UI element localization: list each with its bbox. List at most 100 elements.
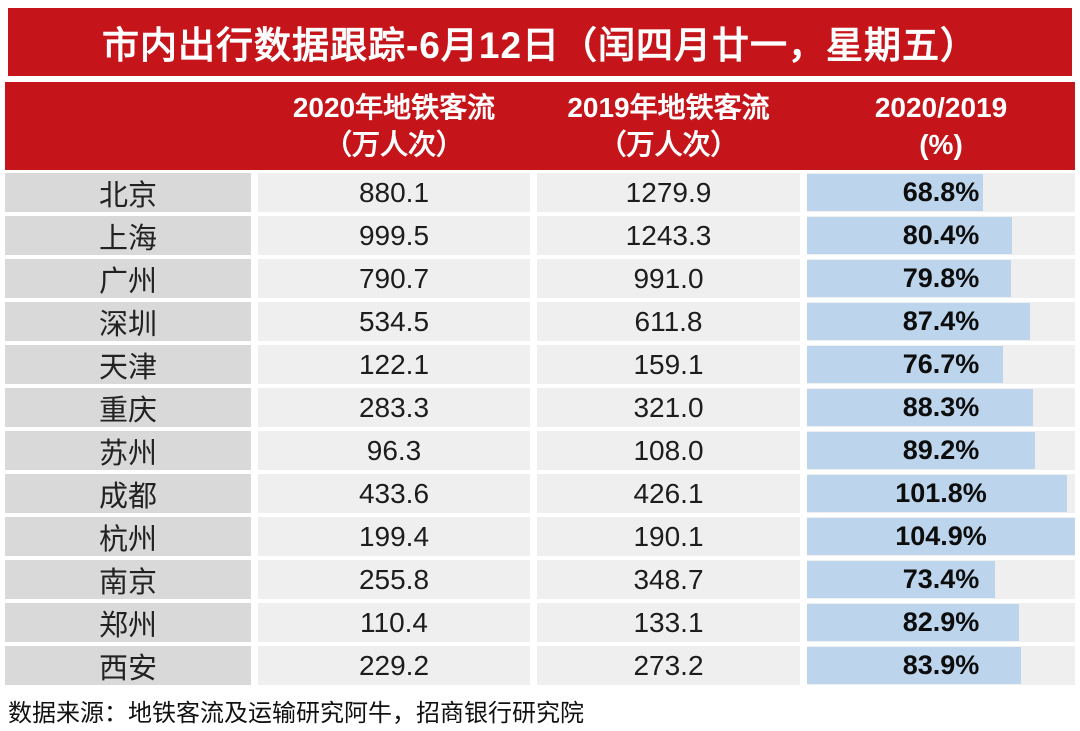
city-cell: 深圳 bbox=[5, 302, 251, 341]
city-cell: 天津 bbox=[5, 345, 251, 384]
flow-2020-cell: 229.2 bbox=[258, 646, 530, 685]
table-row: 杭州 199.4 190.1 104.9% bbox=[5, 517, 1075, 556]
ratio-value: 83.9% bbox=[902, 650, 980, 680]
header-flow-2020-line1: 2020年地铁客流 bbox=[292, 92, 496, 123]
flow-2019-cell: 273.2 bbox=[537, 646, 800, 685]
header-flow-2020-line2: （万人次） bbox=[323, 129, 464, 160]
header-ratio-line1: 2020/2019 bbox=[874, 92, 1008, 123]
flow-2019-cell: 991.0 bbox=[537, 259, 800, 298]
flow-2020-cell: 96.3 bbox=[258, 431, 530, 470]
flow-2019-cell: 348.7 bbox=[537, 560, 800, 599]
city-cell: 上海 bbox=[5, 216, 251, 255]
header-ratio: 2020/2019 (%) bbox=[807, 82, 1075, 170]
ratio-data-bar bbox=[807, 647, 1022, 684]
header-flow-2020: 2020年地铁客流 （万人次） bbox=[258, 82, 530, 170]
flow-2019-cell: 190.1 bbox=[537, 517, 800, 556]
ratio-value: 68.8% bbox=[902, 177, 980, 207]
flow-2020-cell: 255.8 bbox=[258, 560, 530, 599]
ratio-cell: 89.2% bbox=[807, 431, 1075, 470]
ratio-cell: 73.4% bbox=[807, 560, 1075, 599]
ratio-cell: 80.4% bbox=[807, 216, 1075, 255]
table-body: 北京 880.1 1279.9 68.8% 上海 999.5 1243.3 80.4% 广州 79… bbox=[5, 173, 1075, 685]
flow-2020-cell: 122.1 bbox=[258, 345, 530, 384]
ratio-data-bar bbox=[807, 346, 1003, 383]
ratio-value: 73.4% bbox=[902, 564, 980, 594]
city-cell: 南京 bbox=[5, 560, 251, 599]
table-row: 天津 122.1 159.1 76.7% bbox=[5, 345, 1075, 384]
ratio-cell: 76.7% bbox=[807, 345, 1075, 384]
flow-2019-cell: 159.1 bbox=[537, 345, 800, 384]
ratio-value: 101.8% bbox=[895, 478, 987, 508]
ratio-value: 87.4% bbox=[902, 306, 980, 336]
header-city bbox=[5, 82, 251, 170]
table-row: 郑州 110.4 133.1 82.9% bbox=[5, 603, 1075, 642]
table-row: 深圳 534.5 611.8 87.4% bbox=[5, 302, 1075, 341]
ratio-value: 89.2% bbox=[902, 435, 980, 465]
table-row: 上海 999.5 1243.3 80.4% bbox=[5, 216, 1075, 255]
table-row: 北京 880.1 1279.9 68.8% bbox=[5, 173, 1075, 212]
ratio-cell: 83.9% bbox=[807, 646, 1075, 685]
ratio-data-bar bbox=[807, 432, 1035, 469]
flow-2019-cell: 108.0 bbox=[537, 431, 800, 470]
city-cell: 广州 bbox=[5, 259, 251, 298]
ratio-data-bar bbox=[807, 518, 1075, 555]
ratio-cell: 87.4% bbox=[807, 302, 1075, 341]
flow-2020-cell: 999.5 bbox=[258, 216, 530, 255]
header-flow-2019-line1: 2019年地铁客流 bbox=[567, 92, 770, 123]
ratio-cell: 88.3% bbox=[807, 388, 1075, 427]
header-ratio-line2: (%) bbox=[919, 129, 963, 160]
table-row: 成都 433.6 426.1 101.8% bbox=[5, 474, 1075, 513]
city-cell: 北京 bbox=[5, 173, 251, 212]
flow-2019-cell: 1279.9 bbox=[537, 173, 800, 212]
ratio-cell: 104.9% bbox=[807, 517, 1075, 556]
ratio-value: 104.9% bbox=[895, 521, 987, 551]
ratio-cell: 101.8% bbox=[807, 474, 1075, 513]
flow-2020-cell: 283.3 bbox=[258, 388, 530, 427]
city-cell: 西安 bbox=[5, 646, 251, 685]
title-bar: 市内出行数据跟踪-6月12日（闰四月廿一，星期五） bbox=[8, 8, 1072, 76]
flow-2020-cell: 534.5 bbox=[258, 302, 530, 341]
flow-2019-cell: 321.0 bbox=[537, 388, 800, 427]
city-cell: 郑州 bbox=[5, 603, 251, 642]
ratio-data-bar bbox=[807, 174, 983, 211]
header-flow-2019: 2019年地铁客流 （万人次） bbox=[537, 82, 800, 170]
flow-2020-cell: 433.6 bbox=[258, 474, 530, 513]
city-cell: 苏州 bbox=[5, 431, 251, 470]
ratio-data-bar bbox=[807, 604, 1019, 641]
flow-2019-cell: 1243.3 bbox=[537, 216, 800, 255]
city-cell: 重庆 bbox=[5, 388, 251, 427]
ratio-data-bar bbox=[807, 561, 995, 598]
ratio-value: 79.8% bbox=[902, 263, 980, 293]
table-row: 西安 229.2 273.2 83.9% bbox=[5, 646, 1075, 685]
table-row: 重庆 283.3 321.0 88.3% bbox=[5, 388, 1075, 427]
city-cell: 杭州 bbox=[5, 517, 251, 556]
ratio-cell: 79.8% bbox=[807, 259, 1075, 298]
table-header-row: 2020年地铁客流 （万人次） 2019年地铁客流 （万人次） 2020/201… bbox=[5, 82, 1075, 170]
source-note: 数据来源：地铁客流及运输研究阿牛，招商银行研究院 bbox=[8, 700, 584, 727]
ratio-cell: 82.9% bbox=[807, 603, 1075, 642]
ratio-value: 80.4% bbox=[902, 220, 980, 250]
table-row: 南京 255.8 348.7 73.4% bbox=[5, 560, 1075, 599]
ratio-value: 88.3% bbox=[902, 392, 980, 422]
table-row: 苏州 96.3 108.0 89.2% bbox=[5, 431, 1075, 470]
flow-2020-cell: 880.1 bbox=[258, 173, 530, 212]
flow-2019-cell: 611.8 bbox=[537, 302, 800, 341]
flow-2019-cell: 426.1 bbox=[537, 474, 800, 513]
page-title: 市内出行数据跟踪-6月12日（闰四月廿一，星期五） bbox=[101, 25, 979, 66]
ratio-data-bar bbox=[807, 260, 1011, 297]
ratio-value: 82.9% bbox=[902, 607, 980, 637]
ratio-data-bar bbox=[807, 217, 1013, 254]
ratio-cell: 68.8% bbox=[807, 173, 1075, 212]
table-row: 广州 790.7 991.0 79.8% bbox=[5, 259, 1075, 298]
flow-2020-cell: 790.7 bbox=[258, 259, 530, 298]
ratio-data-bar bbox=[807, 475, 1068, 512]
header-flow-2019-line2: （万人次） bbox=[598, 129, 739, 160]
ratio-data-bar bbox=[807, 303, 1031, 340]
flow-2019-cell: 133.1 bbox=[537, 603, 800, 642]
city-cell: 成都 bbox=[5, 474, 251, 513]
ratio-value: 76.7% bbox=[902, 349, 980, 379]
ratio-data-bar bbox=[807, 389, 1033, 426]
flow-2020-cell: 199.4 bbox=[258, 517, 530, 556]
flow-2020-cell: 110.4 bbox=[258, 603, 530, 642]
